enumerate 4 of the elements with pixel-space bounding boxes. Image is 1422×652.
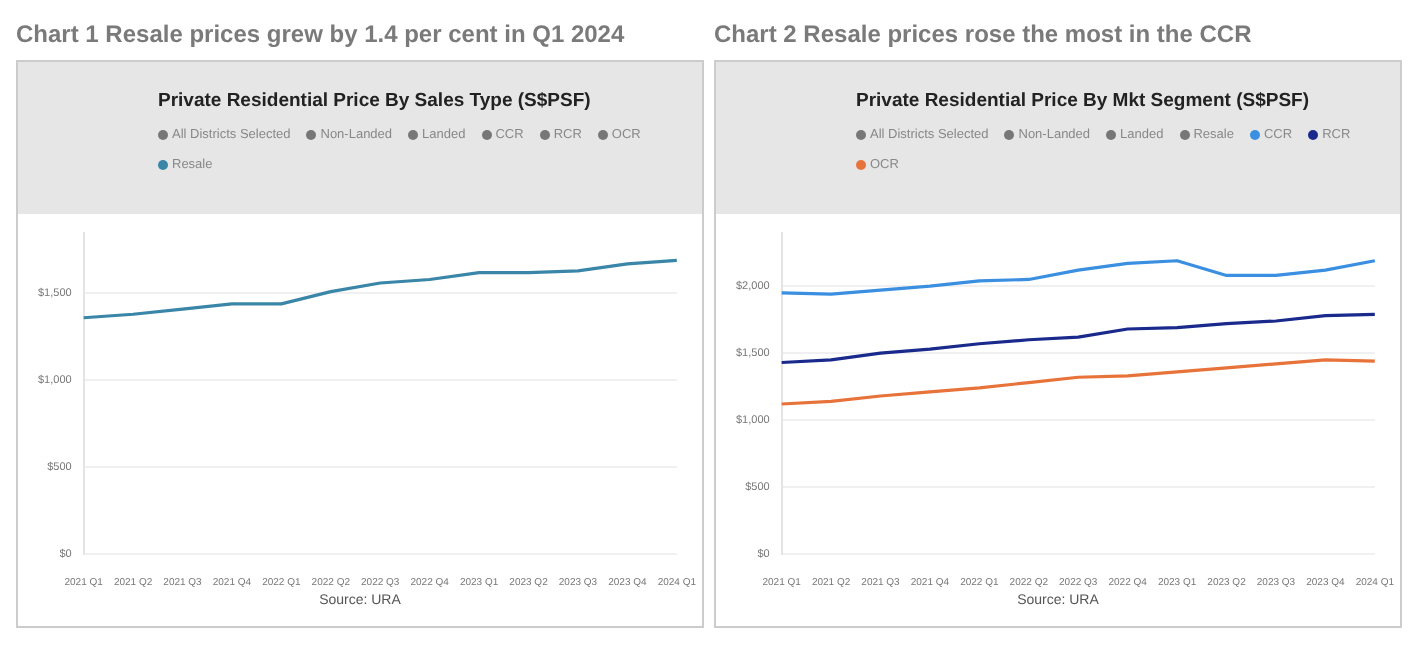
chart-subtitle: Private Residential Price By Sales Type (S$PSF) — [158, 90, 593, 112]
chart-subtitle: Private Residential Price By Mkt Segment (S$PSF) — [856, 90, 1311, 112]
chart-title: Chart 1 Resale prices grew by 1.4 per cent in Q1 2024 — [16, 18, 627, 52]
chart-title: Chart 2 Resale prices rose the most in the CCR — [714, 18, 1254, 52]
